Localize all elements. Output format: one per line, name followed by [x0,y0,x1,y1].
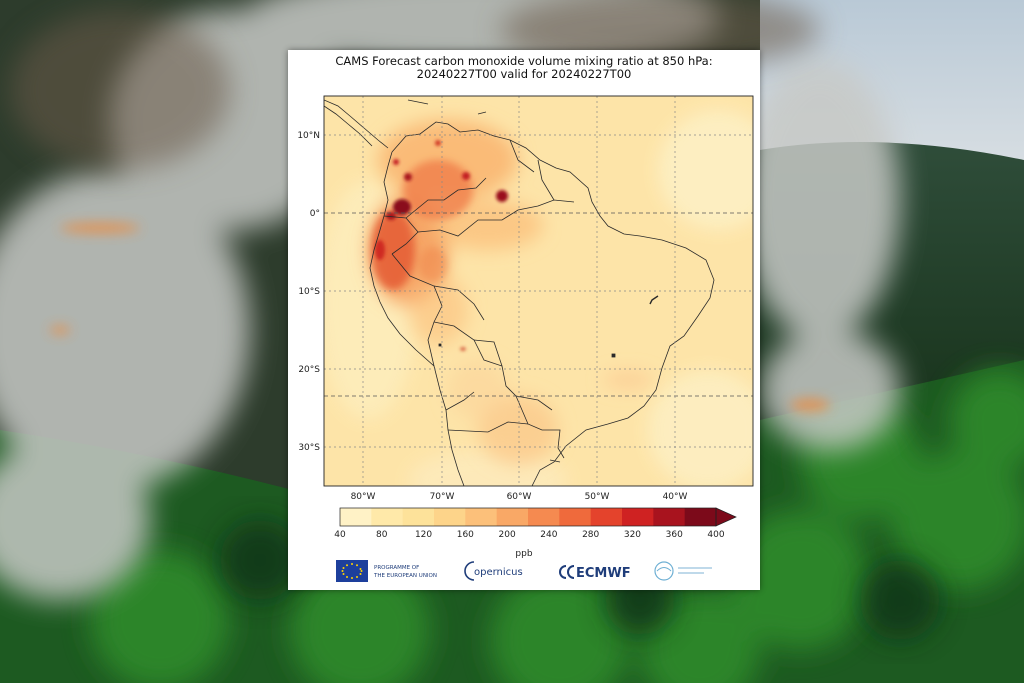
copernicus-wordmark: opernicus [474,567,523,578]
colorbar-tick-label: 320 [624,530,641,540]
lon-label-70w: 70°W [430,492,455,502]
figure-title: CAMS Forecast carbon monoxide volume mix… [288,55,760,81]
colorbar-tick-label: 240 [540,530,557,540]
eu-flag-logo [336,560,368,582]
lat-label-30s: 30°S [298,443,320,453]
colorbar-segment [402,508,435,526]
ecmwf-logo: ECMWF [559,565,631,581]
colorbar-segment [465,508,498,526]
graticule [324,96,753,486]
lat-label-10n: 10°N [297,131,320,141]
colorbar-segment [528,508,560,526]
lat-label-20s: 20°S [298,365,320,375]
figure-title-line1: CAMS Forecast carbon monoxide volume mix… [335,54,713,68]
co-concentration-field [324,96,753,486]
map-figure: 10°N 0° 10°S 20°S 30°S 80°W 70°W 60°W 50… [297,95,754,559]
colorbar-segment [371,508,404,526]
lon-label-40w: 40°W [663,492,688,502]
colorbar-tick-label: 160 [457,530,474,540]
colorbar-tick-label: 360 [666,530,683,540]
logo-row: PROGRAMME OF THE EUROPEAN UNION opernicu… [336,560,712,582]
colorbar-segment [434,508,466,526]
copernicus-logo: opernicus [464,561,523,581]
latitude-labels: 10°N 0° 10°S 20°S 30°S [297,131,320,453]
colorbar-segment [559,508,592,526]
colorbar-extend-arrow [715,507,737,527]
figure-title-line2: 20240227T00 valid for 20240227T00 [416,67,632,81]
atmosphere-monitoring-logo [654,561,712,581]
colorbar-tick-label: 280 [582,530,599,540]
lon-label-60w: 60°W [507,492,532,502]
eu-programme-line2: THE EUROPEAN UNION [373,573,437,579]
cams-forecast-figure: CAMS Forecast carbon monoxide volume mix… [288,50,760,590]
colorbar-segment [684,508,717,526]
colorbar-tick-label: 120 [415,530,432,540]
colorbar-tick-label: 80 [376,530,388,540]
lat-label-0: 0° [310,209,320,219]
colorbar-tick-label: 200 [499,530,516,540]
lon-label-50w: 50°W [585,492,610,502]
lat-label-10s: 10°S [298,287,320,297]
colorbar-segment [496,508,529,526]
lon-label-80w: 80°W [351,492,376,502]
eu-programme-line1: PROGRAMME OF [374,565,419,571]
colorbar-segment [590,508,623,526]
colorbar-unit-label: ppb [515,549,532,559]
longitude-labels: 80°W 70°W 60°W 50°W 40°W [351,492,688,502]
colorbar [339,507,737,527]
colorbar-tick-labels: 40 80 120 160 200 240 280 320 360 400 [334,530,725,540]
colorbar-frame [339,507,717,527]
colorbar-tick-label: 400 [707,530,724,540]
ecmwf-wordmark: ECMWF [576,566,631,581]
colorbar-segment [340,508,372,526]
colorbar-segment [622,508,654,526]
colorbar-segment [653,508,686,526]
colorbar-tick-label: 40 [334,530,346,540]
map-frame [323,95,754,487]
